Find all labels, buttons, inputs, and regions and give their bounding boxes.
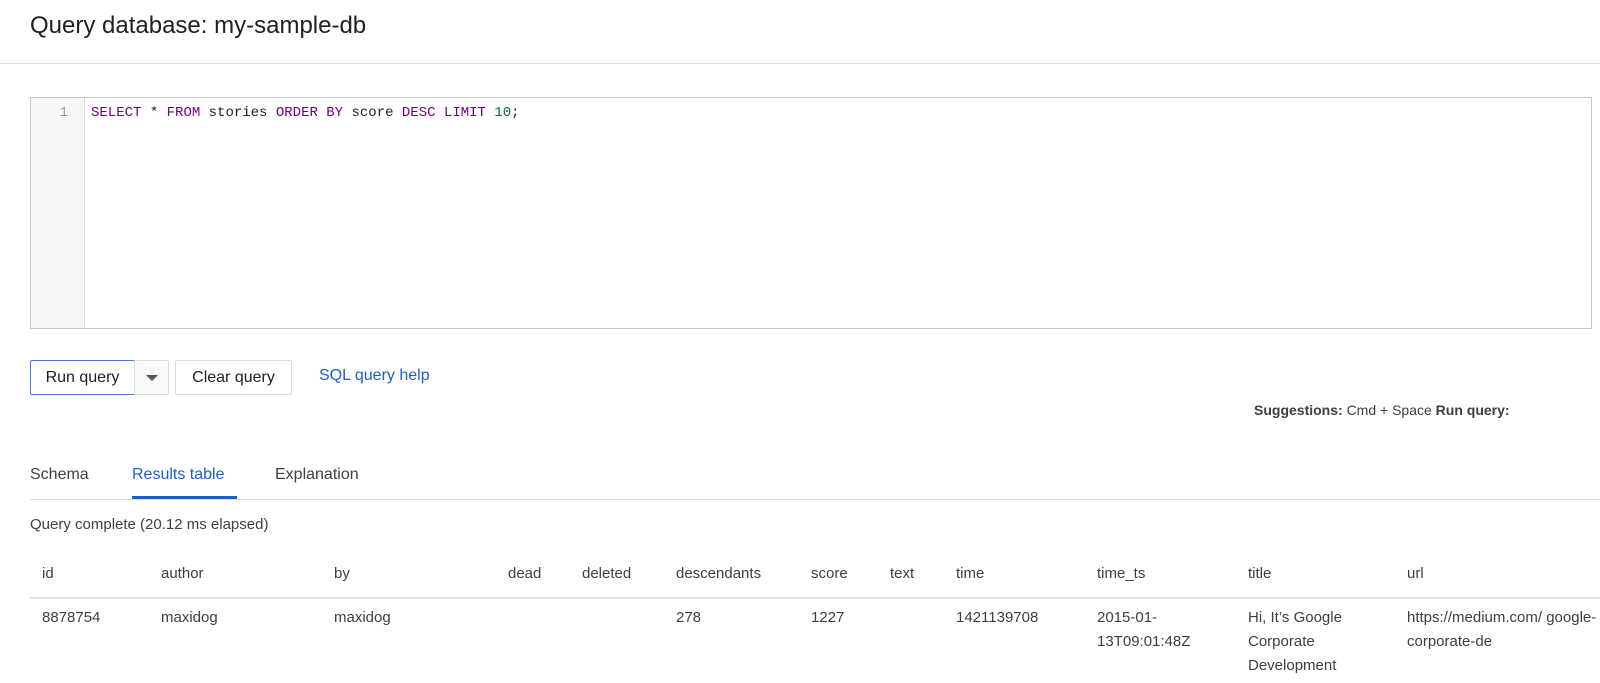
sql-keyword: LIMIT bbox=[443, 105, 486, 121]
run-options-dropdown[interactable] bbox=[134, 360, 169, 395]
table-header-divider bbox=[30, 597, 1600, 599]
line-gutter: 1 bbox=[31, 98, 85, 328]
cell-url: https://medium.com/ google-corporate-de bbox=[1407, 609, 1597, 650]
column-header-url[interactable]: url bbox=[1407, 565, 1424, 582]
column-header-deleted[interactable]: deleted bbox=[582, 565, 632, 582]
sql-editor[interactable]: 1 SELECT * FROM stories ORDER BY score D… bbox=[30, 97, 1592, 329]
sql-keyword: DESC bbox=[401, 105, 436, 121]
column-header-title[interactable]: title bbox=[1248, 565, 1272, 582]
cell-id: 8878754 bbox=[42, 609, 101, 626]
cell-time: 1421139708 bbox=[956, 609, 1039, 626]
clear-query-button[interactable]: Clear query bbox=[175, 360, 292, 395]
sql-number: 10 bbox=[494, 105, 512, 121]
sql-keyword: FROM bbox=[166, 105, 201, 121]
column-header-descendants[interactable]: descendants bbox=[676, 565, 762, 582]
sql-text: * bbox=[141, 105, 167, 121]
suggestions-label: Suggestions: bbox=[1254, 402, 1343, 418]
code-line[interactable]: SELECT * FROM stories ORDER BY score DES… bbox=[91, 105, 520, 121]
line-number: 1 bbox=[59, 105, 68, 121]
sql-keyword: SELECT bbox=[91, 105, 142, 121]
tab-results-table[interactable]: Results table bbox=[132, 466, 225, 483]
column-header-by[interactable]: by bbox=[334, 565, 350, 582]
tab-divider bbox=[30, 499, 1600, 500]
suggestions-keys: Cmd + Space bbox=[1346, 402, 1432, 418]
column-header-time[interactable]: time bbox=[956, 565, 985, 582]
query-status: Query complete (20.12 ms elapsed) bbox=[30, 516, 269, 533]
sql-keyword: ORDER BY bbox=[275, 105, 344, 121]
sql-query-help-link[interactable]: SQL query help bbox=[319, 367, 430, 384]
column-header-author[interactable]: author bbox=[161, 565, 204, 582]
column-header-text[interactable]: text bbox=[890, 565, 915, 582]
column-header-dead[interactable]: dead bbox=[508, 565, 542, 582]
run-shortcut-label: Run query: bbox=[1435, 402, 1510, 418]
sql-text: ; bbox=[511, 105, 520, 121]
cell-author: maxidog bbox=[161, 609, 218, 626]
caret-down-icon bbox=[145, 374, 158, 381]
shortcut-hints: Suggestions: Cmd + Space Run query: bbox=[1254, 402, 1510, 418]
cell-descendants: 278 bbox=[676, 609, 702, 626]
cell-by: maxidog bbox=[334, 609, 391, 626]
sql-text bbox=[436, 105, 444, 121]
cell-time-ts: 2015-01-13T09:01:48Z bbox=[1097, 609, 1191, 650]
column-header-score[interactable]: score bbox=[811, 565, 848, 582]
column-header-id[interactable]: id bbox=[42, 565, 54, 582]
active-tab-indicator bbox=[132, 496, 237, 499]
page-title: Query database: my-sample-db bbox=[30, 12, 367, 39]
cell-score: 1227 bbox=[811, 609, 845, 626]
sql-text: score bbox=[343, 105, 402, 121]
cell-title: Hi, It’s Google Corporate Development bbox=[1248, 609, 1342, 674]
run-query-button[interactable]: Run query bbox=[30, 360, 135, 395]
tab-explanation[interactable]: Explanation bbox=[275, 466, 359, 483]
tab-schema[interactable]: Schema bbox=[30, 466, 89, 483]
sql-text: stories bbox=[200, 105, 276, 121]
header-divider bbox=[0, 63, 1600, 64]
column-header-time-ts[interactable]: time_ts bbox=[1097, 565, 1146, 582]
